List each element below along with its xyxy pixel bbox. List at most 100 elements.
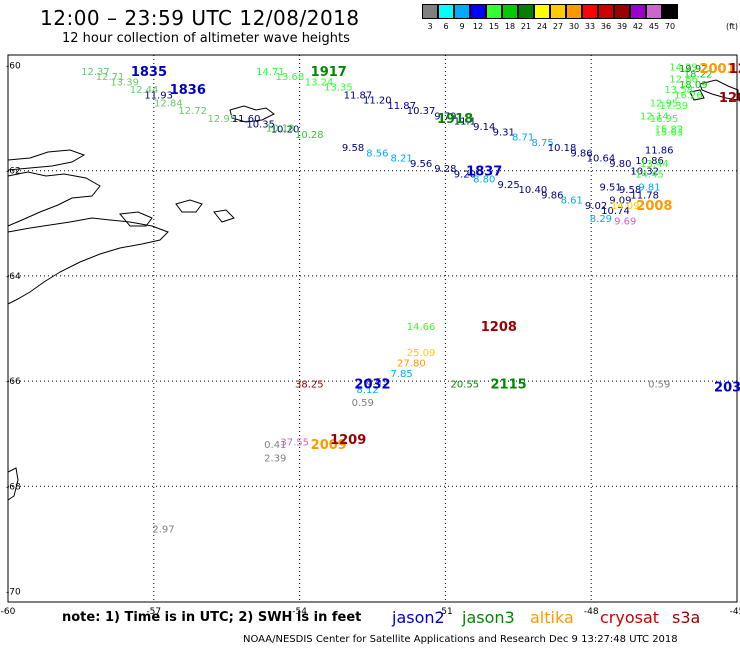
wave-height-value: 12.95 xyxy=(650,98,679,109)
legend-bin: 3 xyxy=(421,4,438,31)
wave-height-value: 9.80 xyxy=(609,159,631,170)
wave-height-value: 11.1 xyxy=(454,117,476,128)
wave-height-value: 12.84 xyxy=(154,98,183,109)
wave-height-value: 14.45 xyxy=(635,169,664,180)
legend-swatch xyxy=(565,4,582,19)
color-legend-unit: (ft) xyxy=(726,22,739,31)
map-subtitle: 12 hour collection of altimeter wave hei… xyxy=(62,31,350,46)
wave-height-value: 10.20 xyxy=(271,125,300,136)
lon-tick-label: -54 xyxy=(292,607,307,617)
pass-time-label: 2009 xyxy=(311,438,347,453)
legend-bin: 45 xyxy=(645,4,662,31)
wave-height-value: 10.35 xyxy=(246,119,275,130)
wave-height-value: 9.28 xyxy=(434,164,456,175)
legend-swatch xyxy=(581,4,598,19)
wave-height-value: 13.35 xyxy=(324,83,353,94)
legend-swatch xyxy=(613,4,630,19)
pass-time-label: 2033 xyxy=(714,380,740,395)
wave-height-value: 12.95 xyxy=(208,114,237,125)
legend-swatch xyxy=(661,4,678,19)
wave-height-value: 11.87 xyxy=(344,90,373,101)
legend-label: 18 xyxy=(504,22,516,31)
wave-height-value: 8.29 xyxy=(590,214,612,225)
wave-height-value: 8.61 xyxy=(561,196,583,207)
wave-height-value: 8.75 xyxy=(531,138,553,149)
wave-height-value: 13.68 xyxy=(276,72,305,83)
legend-bin: 39 xyxy=(613,4,630,31)
pass-time-label: 2001 xyxy=(699,62,735,77)
pass-time-label: 1835 xyxy=(131,65,167,80)
wave-height-value: 10.64 xyxy=(587,154,616,165)
pass-time-label: 1837 xyxy=(466,165,502,180)
legend-swatch xyxy=(485,4,502,19)
wave-height-value: 27.80 xyxy=(397,359,426,370)
wave-height-value: 10.37 xyxy=(407,106,436,117)
pass-time-label: 1918 xyxy=(437,112,473,127)
legend-swatch xyxy=(549,4,566,19)
legend-bin: 36 xyxy=(597,4,614,31)
wave-height-value: 16.26 xyxy=(674,90,703,101)
wave-height-value: 12.72 xyxy=(178,106,207,117)
wave-height-value: 16.95 xyxy=(650,114,679,125)
wave-height-value: 7.85 xyxy=(391,369,413,380)
wave-height-value: 14.29 xyxy=(669,63,698,74)
satellite-jason2: jason2 xyxy=(392,608,445,627)
lat-tick-label: -68 xyxy=(6,482,21,492)
wave-height-value: 9.69 xyxy=(614,217,636,228)
pass-time-label: 2115 xyxy=(490,378,526,393)
pass-time-label: 1836 xyxy=(170,83,206,98)
legend-bin: 9 xyxy=(453,4,470,31)
wave-height-value: 25.09 xyxy=(407,348,436,359)
legend-label: 12 xyxy=(472,22,484,31)
satellite-s3a: s3a xyxy=(672,608,701,627)
legend-swatch xyxy=(629,4,646,19)
wave-height-value: 15.82 xyxy=(655,125,684,136)
wave-height-value: 8.21 xyxy=(391,154,413,165)
wave-height-value: 10.18 xyxy=(266,124,295,135)
coastline xyxy=(175,199,203,213)
wave-height-value: 10.18 xyxy=(548,143,577,154)
wave-height-value: 2.97 xyxy=(152,524,174,535)
legend-label: 15 xyxy=(488,22,500,31)
wave-height-value: 13.39 xyxy=(110,77,139,88)
wave-height-value: 18.22 xyxy=(684,69,713,80)
lat-tick-label: -66 xyxy=(6,377,21,387)
map-frame xyxy=(7,54,738,603)
wave-height-value: 9.79 xyxy=(434,111,456,122)
wave-height-value: 9.81 xyxy=(638,182,660,193)
wave-height-value: 9.09 xyxy=(609,196,631,207)
legend-swatch xyxy=(469,4,486,19)
wave-height-value: 9.58 xyxy=(342,143,364,154)
lat-tick-label: -62 xyxy=(6,167,21,177)
wave-height-value: 18.09 xyxy=(679,80,708,91)
legend-label: 24 xyxy=(536,22,548,31)
wave-height-value: 12.14 xyxy=(640,111,669,122)
legend-bin: 15 xyxy=(485,4,502,31)
wave-height-value: 15.63 xyxy=(655,127,684,138)
pass-time-label: 1206 xyxy=(729,62,740,77)
legend-label: 30 xyxy=(568,22,580,31)
legend-label: 39 xyxy=(616,22,628,31)
legend-bin: 70 xyxy=(661,4,678,31)
wave-height-value: 12.37 xyxy=(81,67,110,78)
pass-time-label: 1209 xyxy=(330,433,366,448)
wave-height-value: 10.86 xyxy=(635,156,664,167)
wave-height-value: 10.40 xyxy=(519,185,548,196)
wave-height-value: 9.02 xyxy=(585,201,607,212)
wave-height-value: 13.24 xyxy=(305,77,334,88)
lon-tick-label: -60 xyxy=(1,607,16,617)
wave-height-value: 8.12 xyxy=(357,385,379,396)
wave-height-value: 37.55 xyxy=(280,438,309,449)
coastline xyxy=(699,79,739,101)
satellite-altika: altika xyxy=(530,608,574,627)
legend-bin: 42 xyxy=(629,4,646,31)
wave-height-value: 14.66 xyxy=(407,322,436,333)
wave-height-value: 9.25 xyxy=(497,180,519,191)
coastline xyxy=(689,89,705,101)
legend-bin: 24 xyxy=(533,4,550,31)
lon-tick-label: -51 xyxy=(438,607,453,617)
wave-height-value: 12.71 xyxy=(96,72,125,83)
legend-label: 3 xyxy=(427,22,433,31)
pass-time-label: 2032 xyxy=(354,378,390,393)
